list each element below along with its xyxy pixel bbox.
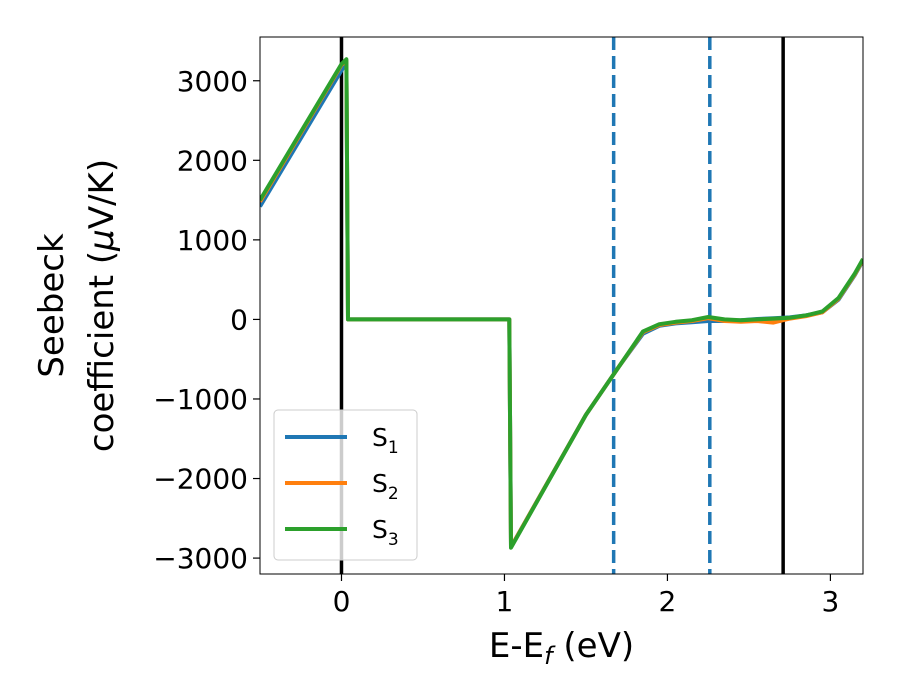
y-tick-label: −1000 bbox=[153, 383, 248, 416]
x-axis-label: E-Ef (eV) bbox=[489, 626, 634, 670]
y-axis-label-line1: Seebeck bbox=[32, 233, 72, 378]
data-series bbox=[260, 57, 863, 550]
y-axis-label: Seebeck coefficient (μV/K) bbox=[32, 159, 122, 452]
x-tick-label: 2 bbox=[659, 585, 677, 618]
y-axis-ticks: −3000 −2000 −1000 0 1000 2000 3000 bbox=[153, 65, 260, 575]
x-tick-label: 0 bbox=[333, 585, 351, 618]
y-tick-label: 1000 bbox=[177, 224, 248, 257]
y-tick-label: −2000 bbox=[153, 463, 248, 496]
y-tick-label: 3000 bbox=[177, 65, 248, 98]
legend-label-S1: S1 bbox=[372, 423, 399, 458]
legend-label-S2: S2 bbox=[372, 469, 399, 504]
x-axis-ticks: 0 1 2 3 bbox=[333, 574, 839, 618]
y-tick-label: 0 bbox=[230, 303, 248, 336]
x-tick-label: 1 bbox=[496, 585, 514, 618]
legend: S1 S2 S3 bbox=[273, 409, 418, 561]
x-tick-label: 3 bbox=[821, 585, 839, 618]
y-axis-label-line2: coefficient (μV/K) bbox=[82, 159, 122, 452]
legend-label-S3: S3 bbox=[372, 515, 399, 550]
plot-frame bbox=[259, 36, 864, 575]
y-tick-label: 2000 bbox=[177, 144, 248, 177]
series-line-S3 bbox=[260, 57, 863, 550]
y-tick-label: −3000 bbox=[153, 542, 248, 575]
